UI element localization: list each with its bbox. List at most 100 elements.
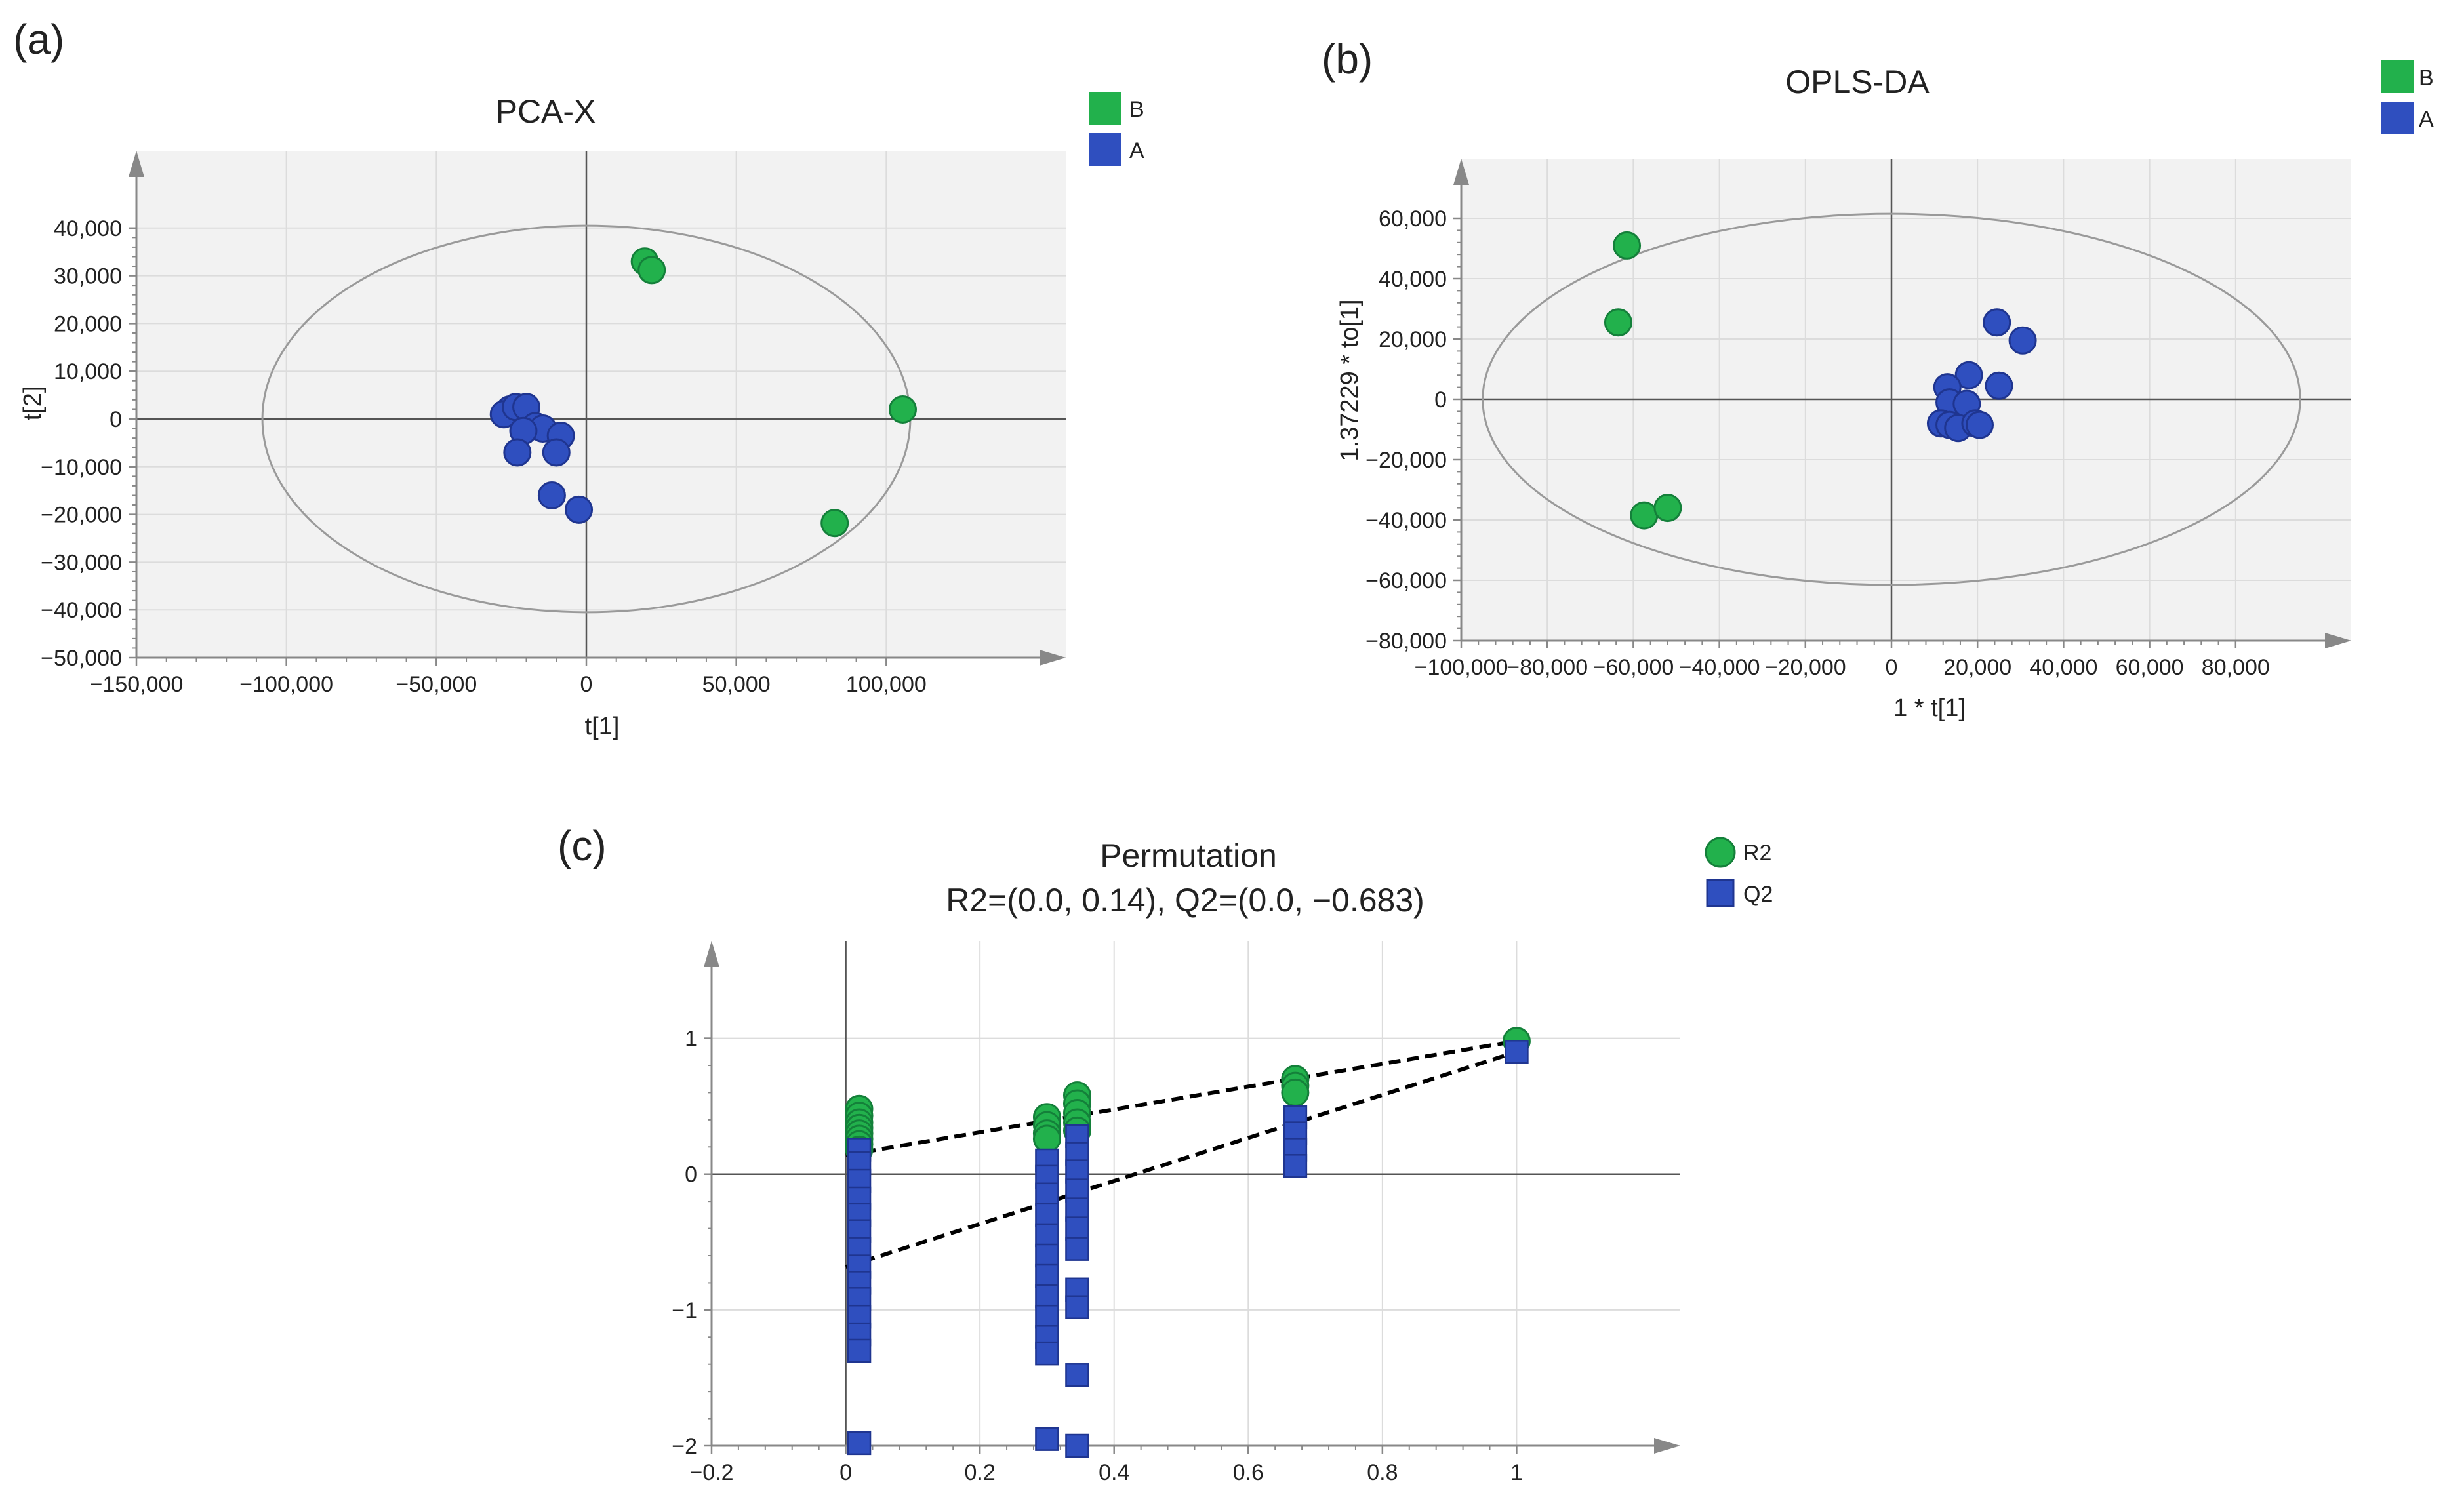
oplsda-chart-title: OPLS-DA: [1785, 64, 1930, 100]
permutation-point-q2: [1505, 1040, 1529, 1064]
pca-y-tick-label: −40,000: [41, 598, 122, 623]
legend-swatch-a: [1089, 133, 1121, 166]
pca-y-tick-label: −30,000: [41, 550, 122, 575]
oplsda-y-axis-label: 1.37229 * to[1]: [1336, 299, 1364, 461]
pca-y-axis-label: t[2]: [19, 386, 47, 421]
permutation-point-q2: [847, 1338, 872, 1363]
permutation-point-q2: [1065, 1363, 1089, 1387]
legend-label-a: A: [1129, 138, 1144, 163]
oplsda-y-tick-label: 20,000: [1379, 327, 1447, 352]
oplsda-y-axis-arrow: [1453, 159, 1469, 185]
oplsda-point-b: [1604, 308, 1632, 337]
pca-y-tick-label: 0: [110, 407, 122, 432]
oplsda-y-tick-label: −20,000: [1365, 448, 1447, 473]
permutation-x-axis-arrow: [1654, 1438, 1680, 1454]
pca-y-tick-label: −50,000: [41, 646, 122, 671]
oplsda-y-tick-label: 40,000: [1379, 267, 1447, 292]
oplsda-point-a: [1965, 410, 1994, 439]
oplsda-point-a: [1954, 361, 1983, 389]
panel-label-c: (c): [557, 822, 607, 869]
permutation-y-tick-label: 0: [685, 1163, 697, 1187]
pca-point-a: [542, 438, 571, 467]
oplsda-plot: −100,000−80,000 −60,000 −40,000 −20,000 0 20,…: [1365, 159, 2351, 680]
permutation-point-q2: [1035, 1341, 1059, 1366]
legend-swatch-b: [1089, 92, 1121, 125]
permutation-chart-title: Permutation: [1100, 837, 1277, 874]
permutation-point-q2: [1035, 1263, 1059, 1288]
permutation-x-tick-label: 0: [839, 1460, 852, 1485]
pca-x-axis-arrow: [1040, 650, 1066, 666]
permutation-point-q2: [1035, 1182, 1059, 1207]
permutation-point-q2: [847, 1431, 872, 1456]
permutation-panel: (c) Permutation R2=(0.0, 0.14), Q2=(0.0,…: [557, 822, 1773, 1485]
pca-x-tick-label: −50,000: [395, 672, 477, 697]
oplsda-x-axis-arrow: [2325, 633, 2351, 648]
legend-label-q2: Q2: [1743, 882, 1773, 907]
pca-y-tick-label: 20,000: [54, 311, 122, 336]
permutation-point-q2: [1035, 1304, 1059, 1329]
oplsda-point-b: [1630, 501, 1659, 530]
permutation-y-tick-label: 1: [685, 1027, 697, 1052]
oplsda-y-tick-label: −40,000: [1365, 508, 1447, 533]
oplsda-x-tick-label: −40,000: [1679, 655, 1760, 680]
pca-plot: −150,000 −100,000 −50,000 0 50,000 100,000 −50…: [41, 151, 1066, 697]
permutation-point-r2: [1032, 1124, 1061, 1153]
pca-y-tick-label: 30,000: [54, 264, 122, 289]
permutation-y-tick-label: −2: [672, 1434, 697, 1459]
pca-y-tick-label: 10,000: [54, 359, 122, 384]
permutation-x-tick-label: 0.6: [1233, 1460, 1264, 1485]
permutation-point-q2: [1035, 1284, 1059, 1309]
legend-marker-q2: [1706, 879, 1735, 907]
oplsda-y-tick-label: −60,000: [1365, 568, 1447, 593]
legend-label-b: B: [2419, 66, 2434, 90]
pca-point-b: [888, 395, 917, 424]
panel-label-b: (b): [1322, 35, 1373, 83]
permutation-point-q2: [1065, 1433, 1089, 1458]
pca-x-tick-label: −100,000: [239, 672, 333, 697]
permutation-point-q2: [1035, 1223, 1059, 1248]
permutation-x-tick-label: 0.4: [1099, 1460, 1129, 1485]
oplsda-x-tick-label: −80,000: [1506, 655, 1588, 680]
pca-x-tick-label: 0: [580, 672, 593, 697]
pca-point-a: [537, 481, 566, 509]
oplsda-x-tick-label: 60,000: [2116, 655, 2184, 680]
oplsda-panel: (b) OPLS-DA 1 * t[1] 1.37229 * to[1] B A…: [1322, 35, 2434, 722]
oplsda-confidence-ellipse: [1482, 212, 2301, 586]
permutation-point-q2: [1035, 1427, 1059, 1451]
pca-y-tick-label: −20,000: [41, 503, 122, 528]
permutation-point-q2: [1283, 1154, 1308, 1178]
legend-swatch-b: [2381, 60, 2414, 93]
legend-label-a: A: [2419, 107, 2434, 132]
oplsda-point-a: [2008, 326, 2037, 355]
oplsda-x-tick-label: 0: [1886, 655, 1898, 680]
oplsda-legend: B A: [2381, 60, 2434, 134]
permutation-y-tick-label: −1: [672, 1298, 697, 1323]
pca-x-tick-label: 100,000: [846, 672, 927, 697]
oplsda-y-tick-label: 60,000: [1379, 207, 1447, 231]
oplsda-y-tick-label: 0: [1434, 388, 1447, 412]
oplsda-point-b: [1613, 231, 1642, 260]
pca-x-axis-label: t[1]: [585, 713, 620, 740]
permutation-point-q2: [1035, 1243, 1059, 1268]
pca-y-axis-arrow: [129, 151, 144, 177]
permutation-legend: R2 Q2: [1705, 837, 1773, 907]
oplsda-point-b: [1653, 494, 1682, 523]
permutation-x-tick-label: 0.2: [965, 1460, 996, 1485]
permutation-x-tick-label: 1: [1510, 1460, 1523, 1485]
permutation-point-q2: [1065, 1295, 1089, 1319]
permutation-point-q2: [1035, 1203, 1059, 1227]
pca-point-a: [503, 438, 532, 467]
legend-marker-r2: [1705, 837, 1736, 868]
oplsda-x-axis-label: 1 * t[1]: [1893, 694, 1966, 722]
permutation-point-r2: [1281, 1078, 1310, 1107]
pca-chart-title: PCA-X: [496, 93, 596, 130]
pca-x-tick-label: 50,000: [702, 672, 771, 697]
oplsda-x-tick-label: −20,000: [1765, 655, 1846, 680]
permutation-y-axis-arrow: [704, 941, 719, 967]
permutation-chart-subtitle: R2=(0.0, 0.14), Q2=(0.0, −0.683): [946, 882, 1425, 919]
legend-swatch-a: [2381, 102, 2414, 134]
pca-legend: B A: [1089, 92, 1144, 166]
permutation-regression-line-r2: [845, 1039, 1517, 1157]
permutation-regression-line-q2: [845, 1050, 1518, 1269]
